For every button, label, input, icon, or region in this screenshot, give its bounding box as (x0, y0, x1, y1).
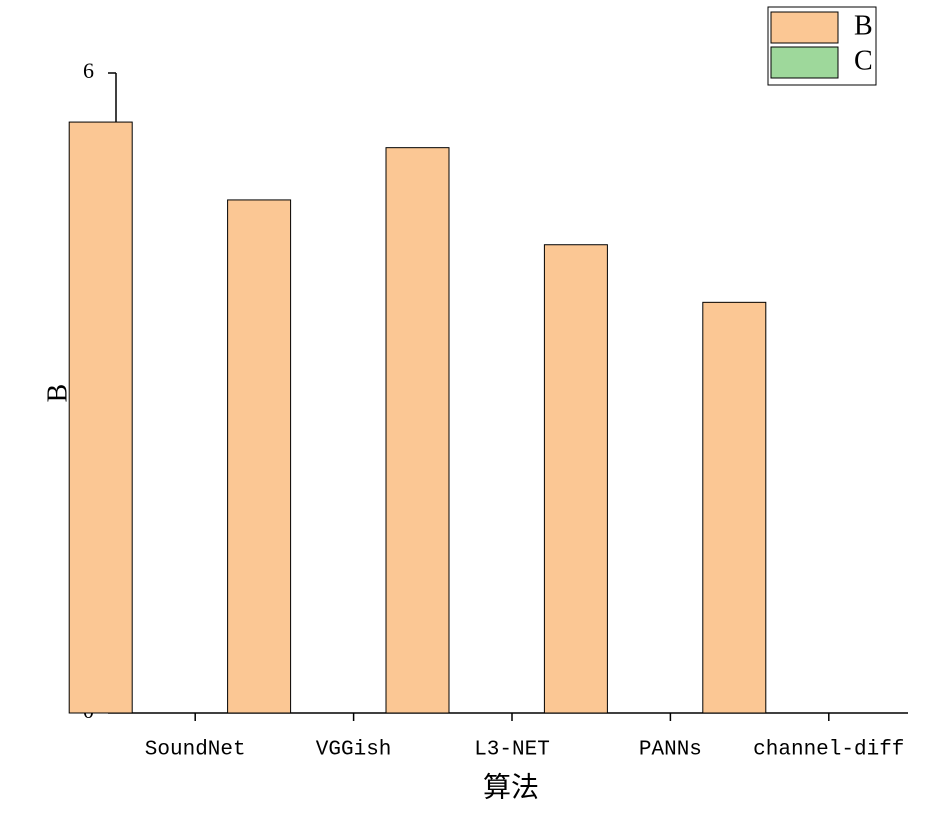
legend-label: B (854, 10, 873, 41)
y-axis-title: B (42, 384, 73, 403)
x-tick-label: PANNs (639, 739, 702, 762)
legend-label: C (854, 45, 873, 76)
x-tick-label: channel-diff (753, 739, 904, 762)
bar (702, 301, 767, 714)
x-tick-label: L3-NET (474, 739, 550, 762)
legend-swatch (770, 11, 839, 44)
y-tick-label: 6 (83, 58, 94, 83)
x-tick-label: SoundNet (145, 739, 246, 762)
x-tick-label: VGGish (316, 739, 392, 762)
x-axis-title: 算法 (483, 771, 539, 803)
bar (543, 244, 608, 714)
bar (227, 199, 292, 714)
bar (68, 121, 133, 714)
bar (385, 147, 450, 714)
legend-swatch (770, 46, 839, 79)
